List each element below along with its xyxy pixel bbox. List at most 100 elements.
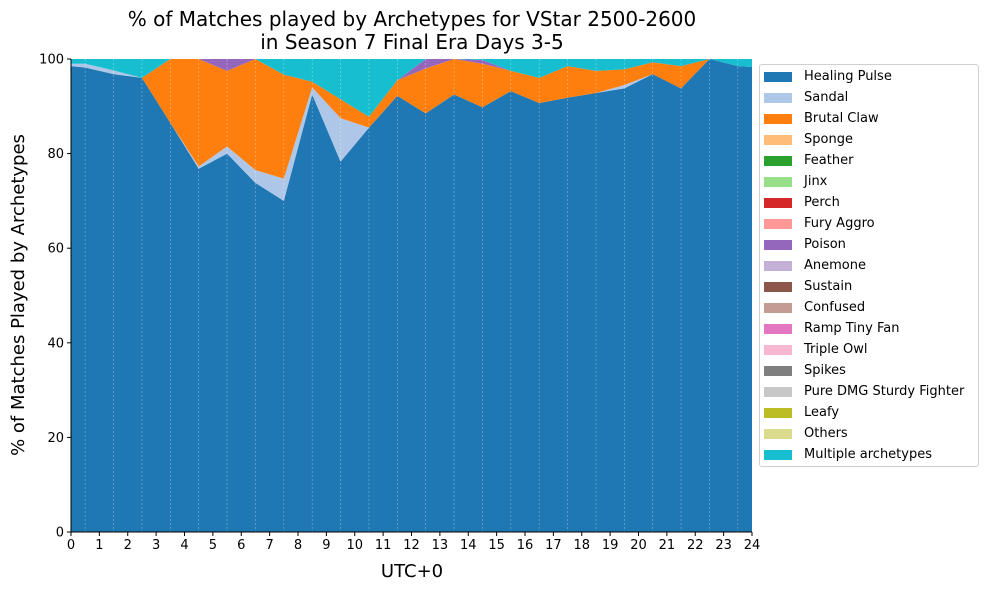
legend-item: Ramp Tiny Fan: [764, 318, 899, 339]
legend-swatch: [764, 260, 792, 271]
legend-item: Pure DMG Sturdy Fighter: [764, 381, 964, 402]
legend-item: Healing Pulse: [764, 66, 892, 87]
legend-item: Sponge: [764, 129, 853, 150]
legend-swatch: [764, 365, 792, 376]
x-tick-label: 9: [322, 538, 330, 553]
legend-swatch: [764, 407, 792, 418]
legend-item: Feather: [764, 150, 853, 171]
legend: Healing Pulse Sandal Brutal Claw Sponge Feat…: [759, 64, 979, 467]
y-tick-label: 60: [47, 242, 64, 257]
legend-label: Spikes: [804, 363, 846, 378]
y-tick-label: 20: [47, 431, 64, 446]
legend-item: Triple Owl: [764, 339, 867, 360]
legend-label: Anemone: [804, 258, 866, 273]
stacked-areas: [71, 59, 752, 532]
x-tick-label: 13: [432, 538, 449, 553]
legend-item: Spikes: [764, 360, 846, 381]
legend-swatch: [764, 134, 792, 145]
x-tick-label: 19: [602, 538, 619, 553]
x-tick-label: 11: [375, 538, 392, 553]
legend-item: Multiple archetypes: [764, 444, 932, 465]
legend-label: Ramp Tiny Fan: [804, 321, 900, 336]
x-tick-label: 14: [460, 538, 477, 553]
legend-item: Sandal: [764, 87, 848, 108]
legend-label: Healing Pulse: [804, 69, 892, 84]
legend-item: Brutal Claw: [764, 108, 879, 129]
x-tick-label: 22: [687, 538, 704, 553]
legend-swatch: [764, 155, 792, 166]
x-tick-label: 4: [180, 538, 188, 553]
legend-swatch: [764, 176, 792, 187]
legend-label: Brutal Claw: [804, 111, 879, 126]
legend-item: Anemone: [764, 255, 866, 276]
legend-label: Sponge: [804, 132, 853, 147]
x-tick-label: 1: [95, 538, 103, 553]
legend-label: Pure DMG Sturdy Fighter: [804, 384, 965, 399]
legend-label: Fury Aggro: [804, 216, 875, 231]
legend-swatch: [764, 449, 792, 460]
x-tick-label: 16: [517, 538, 534, 553]
legend-item: Poison: [764, 234, 846, 255]
legend-swatch: [764, 302, 792, 313]
legend-label: Leafy: [804, 405, 840, 420]
vertical-gridlines: [84, 59, 739, 532]
x-tick-label: 20: [630, 538, 647, 553]
legend-swatch: [764, 281, 792, 292]
legend-label: Feather: [804, 153, 854, 168]
legend-swatch: [764, 92, 792, 103]
legend-swatch: [764, 113, 792, 124]
legend-label: Sustain: [804, 279, 853, 294]
area-sandal: [71, 59, 752, 201]
legend-swatch: [764, 218, 792, 229]
y-tick-label: 40: [47, 336, 64, 351]
x-tick-label: 21: [659, 538, 676, 553]
x-tick-label: 12: [403, 538, 420, 553]
x-tick-label: 5: [209, 538, 217, 553]
legend-swatch: [764, 386, 792, 397]
y-axis-ticks: 0 20 40 60 80 100: [39, 53, 71, 541]
x-axis-label: UTC+0: [381, 561, 443, 582]
legend-label: Poison: [804, 237, 846, 252]
x-axis-ticks: 0 1 2 3 4 5 6 7 8 9 10 11 12 13 14 15 16 17 18 19 20 21 22 23 24: [67, 532, 760, 553]
legend-label: Jinx: [804, 174, 828, 189]
chart-title-line-2: in Season 7 Final Era Days 3-5: [260, 30, 564, 54]
y-tick-label: 100: [39, 53, 64, 68]
y-tick-label: 80: [47, 147, 64, 162]
x-tick-label: 2: [124, 538, 132, 553]
legend-swatch: [764, 71, 792, 82]
chart-title-line-1: % of Matches played by Archetypes for VS…: [127, 7, 697, 31]
legend-item: Perch: [764, 192, 840, 213]
x-tick-label: 24: [744, 538, 761, 553]
x-tick-label: 15: [488, 538, 505, 553]
y-axis-label: % of Matches Played by Archetypes: [8, 134, 29, 456]
legend-swatch: [764, 239, 792, 250]
area-poison: [71, 59, 752, 117]
legend-label: Sandal: [804, 90, 849, 105]
legend-item: Fury Aggro: [764, 213, 875, 234]
legend-label: Others: [804, 426, 848, 441]
legend-label: Perch: [804, 195, 840, 210]
x-tick-label: 17: [545, 538, 562, 553]
legend-label: Multiple archetypes: [804, 447, 932, 462]
x-tick-label: 7: [265, 538, 273, 553]
x-tick-label: 0: [67, 538, 75, 553]
legend-label: Confused: [804, 300, 866, 315]
legend-swatch: [764, 428, 792, 439]
area-healing-pulse: [71, 59, 752, 532]
area-brutal-claw: [71, 59, 752, 179]
legend-swatch: [764, 344, 792, 355]
legend-item: Sustain: [764, 276, 852, 297]
legend-swatch: [764, 323, 792, 334]
x-tick-label: 18: [573, 538, 590, 553]
legend-item: Leafy: [764, 402, 839, 423]
x-tick-label: 6: [237, 538, 245, 553]
area-multiple-archetypes: [71, 59, 752, 117]
legend-swatch: [764, 197, 792, 208]
legend-label: Triple Owl: [804, 342, 868, 357]
x-tick-label: 3: [152, 538, 160, 553]
legend-item: Confused: [764, 297, 865, 318]
x-tick-label: 10: [346, 538, 363, 553]
legend-item: Others: [764, 423, 848, 444]
legend-item: Jinx: [764, 171, 827, 192]
